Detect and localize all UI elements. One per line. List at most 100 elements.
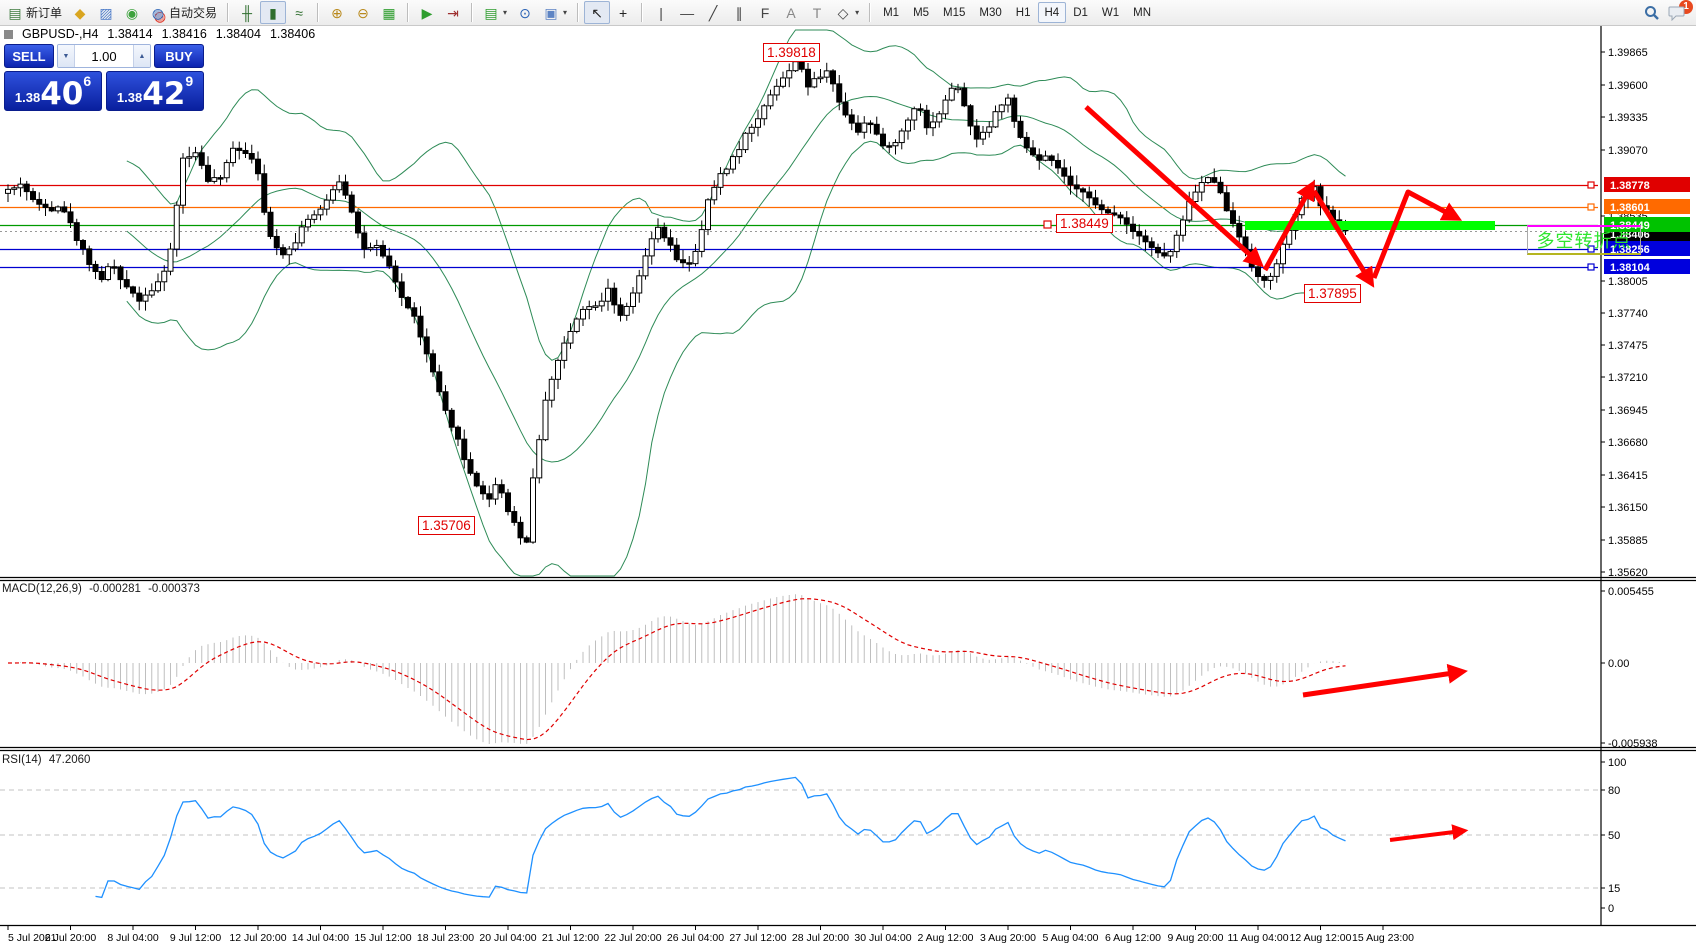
price-annotation-1.37895[interactable]: 1.37895	[1304, 284, 1361, 303]
rsi-axis[interactable]: 100 80 50 15 0	[1601, 757, 1626, 915]
tile-windows-icon[interactable]: ▦	[376, 1, 402, 24]
timeframe-mn-button[interactable]: MN	[1133, 6, 1152, 19]
buy-price-prefix: 1.38	[116, 90, 143, 105]
svg-text:15 Jul 12:00: 15 Jul 12:00	[354, 932, 411, 944]
shapes-tool[interactable]: ◇ ▾	[830, 1, 864, 24]
cycles-clock-icon-glyph: ⊙	[519, 4, 531, 21]
candlestick-chart-icon[interactable]: ▮	[260, 1, 287, 24]
red-arrow[interactable]	[1262, 180, 1315, 272]
red-arrow[interactable]	[1084, 105, 1264, 268]
add-chart-glyph: ▤	[484, 4, 498, 21]
red-arrow[interactable]	[1371, 189, 1463, 279]
price-annotation-1.35706[interactable]: 1.35706	[418, 516, 475, 535]
zoom-out-icon[interactable]: ⊖	[350, 1, 376, 24]
svg-text:1.35620: 1.35620	[1608, 567, 1648, 579]
rsi-line	[95, 776, 1346, 899]
toolbar-separator	[577, 3, 580, 22]
cursor-tool[interactable]: ↖	[584, 1, 611, 24]
rsi-red-arrow[interactable]	[1389, 824, 1469, 842]
timeframe-m5-button[interactable]: M5	[913, 6, 930, 19]
svg-text:2 Aug 12:00: 2 Aug 12:00	[917, 932, 973, 944]
templates-button[interactable]: ▣ ▾	[538, 1, 572, 24]
quote-close: 1.38406	[269, 27, 316, 41]
label-tool[interactable]: T	[804, 1, 830, 24]
red-arrow[interactable]	[1311, 189, 1375, 288]
macd-header: MACD(12,26,9) -0.000281 -0.000373	[2, 583, 204, 595]
svg-text:1.38104: 1.38104	[1610, 262, 1651, 274]
chart-symbol-icon	[4, 29, 13, 39]
market-icon[interactable]: ◆	[67, 1, 93, 24]
add-chart-button[interactable]: ▤ ▾	[478, 1, 512, 24]
ohlc-readout: GBPUSD-,H4 1.38414 1.38416 1.38404 1.384…	[4, 27, 315, 41]
green-highlight-bar[interactable]	[1245, 221, 1495, 230]
rsi-name: RSI(14)	[2, 754, 42, 766]
timeframe-m1-button[interactable]: M1	[883, 6, 900, 19]
trend-arrows[interactable]	[1084, 105, 1463, 288]
chart-shift-icon[interactable]: ⇥	[440, 1, 466, 24]
label-glyph: T	[812, 4, 822, 21]
fibonacci-tool[interactable]: F	[752, 1, 778, 24]
panel-resize-separator[interactable]	[0, 746, 1696, 752]
crosshair-tool[interactable]: +	[610, 1, 636, 24]
sell-price[interactable]: 1.38 40 6	[4, 71, 102, 111]
volume-decrease-button[interactable]: ▼	[58, 45, 75, 67]
timeframe-w1-button[interactable]: W1	[1101, 6, 1120, 19]
buy-button[interactable]: BUY	[154, 44, 204, 68]
chat-icon[interactable]: 1	[1668, 0, 1693, 21]
svg-text:18 Jul 23:00: 18 Jul 23:00	[417, 932, 474, 944]
line-chart-icon[interactable]: ≈	[286, 1, 312, 24]
cycles-clock-icon[interactable]: ⊙	[512, 1, 538, 24]
tile-windows-icon-glyph: ▦	[382, 4, 396, 21]
bollinger-bands	[126, 29, 1346, 577]
signals-icon[interactable]: ◉	[119, 1, 145, 24]
svg-text:9 Aug 20:00: 9 Aug 20:00	[1167, 932, 1223, 944]
volume-increase-button[interactable]: ▲	[133, 45, 150, 67]
auto-scroll-icon[interactable]: ▶	[414, 1, 440, 24]
toolbar-separator	[869, 3, 872, 22]
search-icon[interactable]	[1644, 5, 1660, 21]
rsi-value: 47.2060	[48, 754, 91, 766]
new-order-button[interactable]: ▤ 新订单	[2, 1, 67, 24]
horizontal-line-tool[interactable]: —	[674, 1, 700, 24]
svg-text:1.37740: 1.37740	[1608, 308, 1648, 320]
macd-axis[interactable]: 0.005455 0.00 -0.005938	[1601, 586, 1658, 750]
text-tool[interactable]: A	[778, 1, 804, 24]
panel-resize-separator[interactable]	[0, 576, 1696, 582]
macd-red-arrow[interactable]	[1302, 663, 1468, 698]
autotrade-button-label: 自动交易	[169, 6, 218, 20]
signals-icon-glyph: ◉	[125, 4, 139, 21]
sell-button[interactable]: SELL	[4, 44, 54, 68]
new-order-button-label: 新订单	[26, 6, 63, 20]
buy-price[interactable]: 1.38 42 9	[106, 71, 204, 111]
chevron-down-icon: ▾	[563, 8, 568, 17]
chevron-down-icon: ▾	[855, 8, 860, 17]
trendline-tool[interactable]: ╱	[700, 1, 726, 24]
price-badge-1.38601: 1.38601	[1604, 199, 1690, 214]
price-annotation-1.39818[interactable]: 1.39818	[763, 43, 820, 62]
timeframe-h1-button[interactable]: H1	[1015, 6, 1031, 19]
pivot-note-label[interactable]: 多空转折点	[1527, 225, 1641, 255]
price-badge-1.38104: 1.38104	[1604, 259, 1690, 274]
autotrade-button[interactable]: ◍ 自动交易	[145, 1, 222, 24]
timeframe-m30-button[interactable]: M30	[979, 6, 1002, 19]
channel-tool[interactable]: ∥	[726, 1, 752, 24]
zoom-in-icon[interactable]: ⊕	[324, 1, 350, 24]
sell-price-pip: 6	[83, 73, 92, 89]
svg-text:0: 0	[1608, 903, 1614, 915]
shapes-glyph: ◇	[837, 4, 849, 21]
timeframe-m15-button[interactable]: M15	[943, 6, 966, 19]
price-axis[interactable]: 1.398651.396001.393351.390701.385351.380…	[1601, 47, 1690, 579]
timeframe-h4-button[interactable]: H4	[1037, 2, 1067, 23]
chart-profile-icon[interactable]: ▨	[93, 1, 119, 24]
toolbar-groups: ▤ 新订单 ◆ ▨ ◉ ◍ 自动交易 ╫ ▮ ≈ ⊕ ⊖ ▦ ▶ ⇥ ▤ ▾ ⊙ ▣ ▾ ↖ + | — ╱ ∥ F A T ◇ ▾ M1 M5…	[0, 0, 1160, 25]
svg-text:6 Jul 20:00: 6 Jul 20:00	[45, 932, 97, 944]
price-annotation-1.38449[interactable]: 1.38449	[1056, 214, 1113, 233]
volume-input[interactable]: 1.00	[91, 48, 117, 64]
quote-open: 1.38414	[107, 27, 153, 41]
trendline-glyph: ╱	[708, 4, 718, 21]
bar-chart-icon[interactable]: ╫	[234, 1, 260, 24]
timeframe-d1-button[interactable]: D1	[1073, 6, 1088, 19]
vertical-line-tool[interactable]: |	[648, 1, 674, 24]
